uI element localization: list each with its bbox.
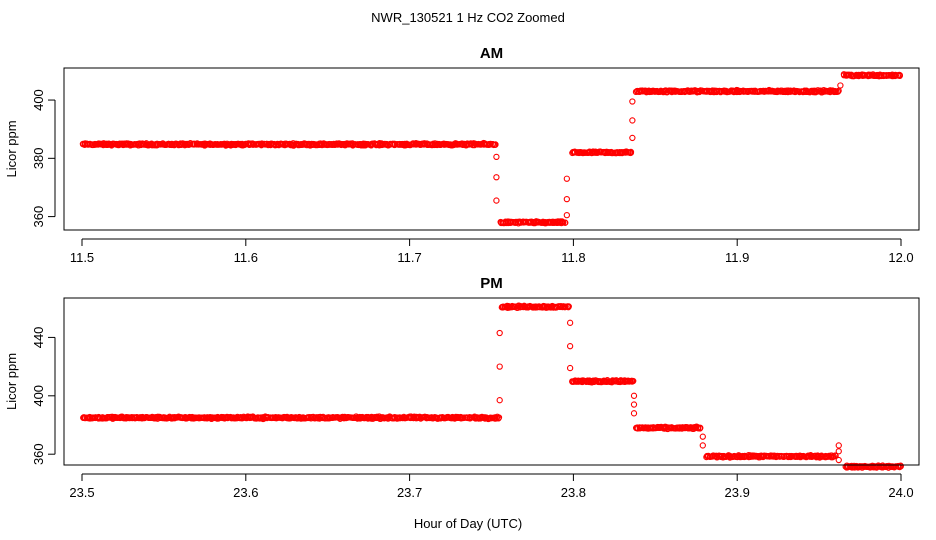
transition-point: [566, 364, 574, 372]
data-point: [103, 415, 110, 422]
data-point: [627, 149, 635, 156]
transition-point: [493, 174, 500, 181]
x-axis-label: Hour of Day (UTC): [414, 516, 522, 531]
data-point: [835, 87, 842, 94]
transition-point: [566, 343, 574, 350]
transition-point: [837, 82, 844, 89]
y-tick-label: 360: [31, 443, 46, 465]
x-tick-label: 11.9: [725, 250, 749, 265]
panel-title-pm: PM: [480, 275, 503, 292]
x-tick-label: 12.0: [888, 250, 913, 265]
data-point: [896, 72, 904, 79]
y-tick-label: 380: [31, 147, 46, 169]
x-tick-label: 11.6: [234, 250, 258, 265]
data-point: [831, 452, 839, 459]
data-point: [562, 219, 569, 226]
x-tick-label: 23.9: [725, 485, 750, 500]
transition-point: [566, 319, 574, 326]
transition-point: [630, 410, 638, 417]
transition-point: [493, 153, 500, 161]
panel-title-am: AM: [480, 45, 503, 62]
figure-title: NWR_130521 1 Hz CO2 Zoomed: [371, 10, 565, 25]
transition-point: [496, 363, 503, 370]
y-axis-label-pm: Licor ppm: [4, 353, 19, 410]
x-tick-label: 23.6: [233, 485, 258, 500]
data-point: [565, 304, 572, 311]
transition-point: [699, 442, 706, 449]
data-point: [492, 141, 499, 148]
x-tick-label: 23.8: [561, 485, 586, 500]
x-tick-label: 11.8: [561, 250, 585, 265]
data-point: [558, 218, 566, 225]
y-tick-label: 400: [31, 89, 46, 111]
plot-frame-am: [63, 67, 920, 231]
transition-point: [563, 195, 570, 203]
y-tick-label: 440: [31, 327, 46, 349]
transition-point: [835, 448, 842, 455]
x-tick-label: 11.7: [397, 250, 421, 265]
data-point: [696, 425, 704, 432]
transition-point: [496, 397, 503, 404]
data-point: [867, 71, 874, 79]
transition-point: [629, 134, 636, 142]
transition-point: [563, 211, 570, 219]
data-point: [768, 88, 775, 95]
transition-point: [629, 117, 636, 124]
data-point: [834, 88, 842, 95]
plot-frame-pm: [63, 297, 920, 466]
transition-point: [563, 175, 570, 182]
transition-point: [496, 329, 503, 337]
data-point: [896, 463, 903, 471]
data-point: [561, 304, 569, 311]
x-tick-label: 23.5: [69, 485, 94, 500]
data-point: [629, 377, 636, 385]
transition-point: [493, 197, 500, 204]
x-tick-label: 23.7: [397, 485, 422, 500]
transition-point: [699, 433, 706, 440]
data-point: [495, 415, 502, 422]
transition-point: [835, 442, 842, 449]
x-tick-label: 24.0: [888, 485, 913, 500]
transition-point: [630, 392, 638, 399]
transition-point: [629, 98, 636, 105]
y-tick-label: 360: [31, 206, 46, 228]
y-axis-label-am: Licor ppm: [4, 120, 19, 177]
transition-point: [835, 456, 842, 464]
data-point: [897, 462, 904, 469]
x-tick-label: 11.5: [70, 250, 94, 265]
transition-point: [630, 401, 638, 408]
y-tick-label: 400: [31, 385, 46, 407]
